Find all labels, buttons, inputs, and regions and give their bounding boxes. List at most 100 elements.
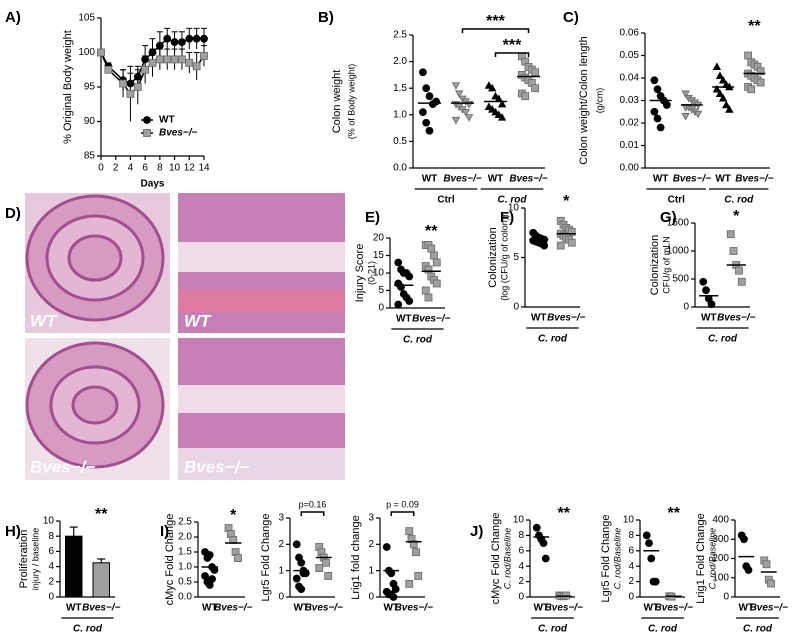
group-label: C. rod <box>73 624 103 635</box>
point <box>650 76 659 85</box>
x-tick-label: 0 <box>98 163 104 174</box>
point <box>200 52 208 60</box>
point <box>185 34 194 43</box>
x-tick-label: Bves−/− <box>305 603 344 614</box>
point <box>412 548 420 557</box>
point <box>425 126 434 135</box>
significance-label: *** <box>503 37 522 54</box>
y-tick-label: 2 <box>628 576 634 587</box>
y-tick-label: 2 <box>48 576 54 587</box>
point <box>394 258 403 267</box>
y-tick-label: 2 <box>518 576 524 587</box>
point <box>409 540 418 549</box>
point <box>707 300 716 309</box>
x-tick-label: Bves−/− <box>717 313 756 324</box>
y-axis-title: Colon weight/Colon length <box>578 36 590 164</box>
point <box>653 114 662 123</box>
point <box>126 90 135 98</box>
histology-image <box>71 385 119 425</box>
point <box>740 535 748 544</box>
point <box>143 116 151 124</box>
point <box>767 579 775 588</box>
point <box>756 67 765 76</box>
x-tick-label: WT <box>396 314 412 325</box>
point <box>532 523 541 532</box>
significance-label: p=0.16 <box>299 499 327 509</box>
point <box>737 277 746 286</box>
panel-label: I) <box>160 523 169 540</box>
y-tick-label: 3 <box>278 513 284 524</box>
point <box>427 244 436 253</box>
y-axis-title: Injury Score <box>354 244 366 303</box>
point <box>712 84 722 93</box>
y-axis-title: Colon weight <box>331 70 343 134</box>
x-tick-label: WT <box>383 603 399 614</box>
significance-label: * <box>733 208 740 225</box>
legend-label: Bves−/− <box>159 128 198 139</box>
y-tick-label: 0.0 <box>178 592 192 603</box>
image-label: Bves−/− <box>184 457 249 476</box>
point <box>762 560 771 569</box>
histology-image <box>67 234 123 282</box>
x-tick-label: Bves−/− <box>545 603 584 614</box>
y-tick-label: 90 <box>84 116 96 127</box>
group-label: C. rod <box>538 624 568 635</box>
x-tick-label: WT <box>738 603 754 614</box>
point <box>497 113 507 121</box>
y-tick-label: 2.0 <box>393 56 407 67</box>
panel-label: C) <box>563 9 579 26</box>
point <box>531 68 539 77</box>
y-tick-label: 5 <box>513 252 519 263</box>
point <box>656 123 665 132</box>
x-tick-label: Bves−/− <box>443 174 482 185</box>
x-tick-label: 12 <box>184 163 196 174</box>
y-axis-title: % Original Body weight <box>62 30 74 144</box>
point <box>712 62 722 70</box>
y-tick-label: 0.03 <box>620 95 640 106</box>
y-tick-label: 4 <box>518 561 524 572</box>
x-tick-label: Bves−/− <box>509 174 548 185</box>
point <box>391 585 400 593</box>
y-tick-label: 10 <box>43 516 55 527</box>
group-label: C. rod <box>724 195 754 206</box>
point <box>315 564 324 572</box>
x-tick-label: WT <box>488 174 504 185</box>
point <box>192 34 201 43</box>
point <box>299 569 308 578</box>
y-axis-subtitle: (g/cm) <box>594 88 604 114</box>
significance-label: ** <box>748 18 761 35</box>
panel-label: H) <box>5 523 21 540</box>
x-tick-label: Bves−/− <box>547 313 586 324</box>
group-label: Ctrl <box>668 195 685 206</box>
point <box>488 83 497 92</box>
y-tick-label: 0 <box>628 592 634 603</box>
y-axis-title: Lgr5 Fold Change <box>260 513 272 601</box>
y-tick-label: 1500 <box>667 218 690 229</box>
point <box>718 75 728 84</box>
x-tick-label: 2 <box>113 163 119 174</box>
y-axis-subtitle: CFU/g of mLN <box>661 236 671 294</box>
point <box>421 286 430 295</box>
y-tick-label: 200 <box>712 553 729 564</box>
group-label: C. rod <box>498 195 528 206</box>
point <box>394 300 403 309</box>
significance-bracket <box>390 511 415 516</box>
y-tick-label: 15 <box>373 250 385 261</box>
point <box>170 38 179 47</box>
point <box>464 114 474 122</box>
y-axis-subtitle: (0-21) <box>366 261 376 285</box>
point <box>163 55 172 64</box>
panel-label: A) <box>5 9 21 26</box>
y-tick-label: 0.5 <box>178 577 192 588</box>
x-tick-label: WT <box>643 603 659 614</box>
point <box>455 90 464 98</box>
y-tick-label: 0 <box>518 592 524 603</box>
point <box>205 551 214 559</box>
y-tick-label: 2.0 <box>178 532 192 543</box>
panel-label: G) <box>660 209 677 226</box>
image-label: Bves−/− <box>30 457 95 476</box>
x-tick-label: WT <box>653 174 669 185</box>
y-tick-label: 1 <box>368 565 374 576</box>
point <box>540 241 549 250</box>
